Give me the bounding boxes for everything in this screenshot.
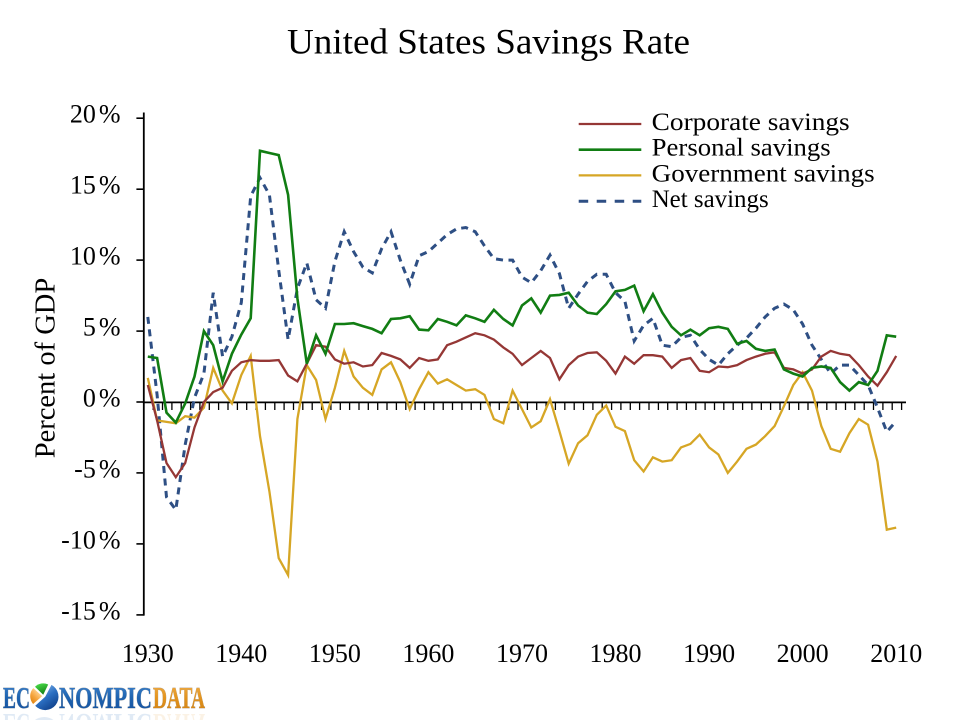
svg-text:Net savings: Net savings bbox=[652, 184, 769, 213]
svg-text:DATA: DATA bbox=[153, 680, 205, 715]
svg-text:1970: 1970 bbox=[496, 639, 548, 668]
svg-text:-15%: -15% bbox=[61, 596, 120, 625]
svg-text:NOMPIC: NOMPIC bbox=[59, 680, 152, 715]
svg-text:EC: EC bbox=[3, 680, 30, 715]
svg-text:1940: 1940 bbox=[215, 639, 267, 668]
svg-text:2010: 2010 bbox=[870, 639, 922, 668]
svg-text:-10%: -10% bbox=[61, 525, 120, 554]
svg-text:Percent of GDP: Percent of GDP bbox=[31, 278, 62, 458]
svg-text:15%: 15% bbox=[70, 171, 121, 200]
svg-text:1950: 1950 bbox=[309, 639, 361, 668]
svg-text:DATA: DATA bbox=[153, 707, 205, 720]
svg-text:United States Savings Rate: United States Savings Rate bbox=[287, 22, 690, 62]
svg-text:2000: 2000 bbox=[777, 639, 829, 668]
svg-text:1990: 1990 bbox=[683, 639, 735, 668]
svg-text:NOMPIC: NOMPIC bbox=[59, 707, 152, 720]
svg-text:Government savings: Government savings bbox=[652, 158, 875, 187]
svg-text:1980: 1980 bbox=[590, 639, 642, 668]
svg-text:10%: 10% bbox=[70, 242, 121, 271]
svg-text:Personal savings: Personal savings bbox=[652, 133, 831, 162]
svg-text:5%: 5% bbox=[83, 313, 121, 342]
svg-text:1930: 1930 bbox=[122, 639, 174, 668]
svg-text:0%: 0% bbox=[83, 384, 121, 413]
svg-text:1960: 1960 bbox=[402, 639, 454, 668]
svg-text:Corporate savings: Corporate savings bbox=[652, 107, 850, 136]
svg-text:EC: EC bbox=[3, 707, 30, 720]
svg-text:20%: 20% bbox=[70, 100, 121, 129]
